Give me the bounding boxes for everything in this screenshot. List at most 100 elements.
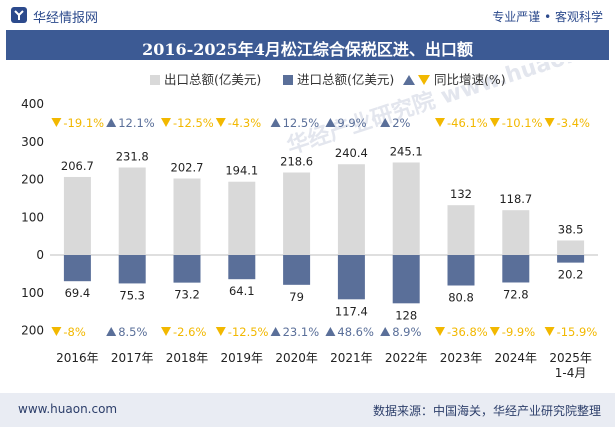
export-yoy-down-triangle-icon [489, 118, 500, 127]
import-yoy-label: -9.9% [502, 325, 535, 339]
export-value-label: 206.7 [61, 159, 94, 173]
export-yoy-label: 9.9% [337, 116, 366, 130]
import-yoy-down-triangle-icon [489, 327, 500, 336]
top-header: 华经情报网 专业严谨 • 客观科学 [0, 0, 615, 30]
export-value-label: 202.7 [171, 160, 204, 174]
footer: www.huaon.com 数据来源：中国海关，华经产业研究院整理 [0, 393, 615, 427]
import-yoy-label: -12.5% [228, 325, 269, 339]
export-bar [173, 178, 201, 255]
export-bar [392, 162, 420, 255]
legend-up-triangle-icon [403, 75, 415, 85]
x-tick-label: 2022年 [385, 351, 428, 365]
import-bar [283, 255, 311, 285]
export-value-label: 38.5 [558, 222, 584, 236]
import-value-label: 73.2 [174, 288, 200, 302]
export-yoy-label: 12.5% [283, 116, 320, 130]
export-bar [557, 240, 585, 255]
import-bar [63, 255, 91, 282]
site-url: www.huaon.com [18, 402, 118, 416]
import-yoy-down-triangle-icon [435, 327, 445, 336]
export-bar [283, 172, 311, 255]
export-bar [337, 164, 365, 255]
export-value-label: 132 [450, 187, 472, 201]
import-value-label: 75.3 [119, 288, 145, 302]
export-yoy-up-triangle-icon [325, 118, 336, 127]
y-tick-label: 200 [21, 324, 44, 338]
import-yoy-up-triangle-icon [270, 327, 281, 336]
legend-label-yoy: 同比增速(%) [434, 72, 506, 87]
import-yoy-up-triangle-icon [380, 327, 391, 336]
import-value-label: 72.8 [503, 287, 529, 301]
export-yoy-up-triangle-icon [270, 118, 281, 127]
import-yoy-label: 48.6% [337, 325, 374, 339]
x-tick-label: 2016年 [56, 351, 99, 365]
y-tick-label: 100 [21, 286, 44, 300]
export-yoy-down-triangle-icon [161, 118, 171, 127]
export-yoy-label: 12.1% [118, 116, 155, 130]
export-yoy-label: -3.4% [557, 116, 590, 130]
import-value-label: 80.8 [448, 291, 474, 305]
legend-swatch-export [150, 75, 160, 85]
import-yoy-label: -8% [63, 325, 85, 339]
export-yoy-label: -46.1% [447, 116, 488, 130]
import-value-label: 117.4 [335, 304, 368, 318]
x-tick-label: 2021年 [330, 351, 373, 365]
export-value-label: 240.4 [335, 146, 368, 160]
import-yoy-down-triangle-icon [215, 327, 226, 336]
export-yoy-down-triangle-icon [435, 118, 445, 127]
export-value-label: 118.7 [499, 192, 532, 206]
export-value-label: 194.1 [225, 164, 258, 178]
import-yoy-label: 8.5% [118, 325, 147, 339]
x-tick-label: 2018年 [166, 351, 209, 365]
logo-icon [11, 7, 27, 23]
y-tick-label: 300 [21, 135, 44, 149]
export-value-label: 231.8 [116, 149, 149, 163]
import-yoy-label: -15.9% [557, 325, 598, 339]
import-yoy-label: 8.9% [392, 325, 421, 339]
import-bar [337, 255, 365, 300]
import-yoy-up-triangle-icon [106, 327, 117, 336]
import-yoy-label: -2.6% [173, 325, 206, 339]
x-tick-label: 2024年 [495, 351, 538, 365]
chart-title: 2016-2025年4月松江综合保税区进、出口额 [142, 40, 473, 59]
export-bar [228, 181, 256, 255]
data-source: 数据来源：中国海关，华经产业研究院整理 [372, 404, 601, 418]
legend-label-import: 进口总额(亿美元) [297, 72, 394, 87]
import-value-label: 128 [395, 308, 417, 322]
export-yoy-label: 2% [392, 116, 410, 130]
y-tick-label: 200 [21, 173, 44, 187]
import-value-label: 69.4 [65, 286, 91, 300]
x-tick-label: 2025年 [549, 351, 592, 365]
export-yoy-label: -10.1% [502, 116, 543, 130]
export-yoy-down-triangle-icon [215, 118, 226, 127]
y-tick-label: 0 [36, 248, 44, 262]
export-value-label: 245.1 [390, 144, 423, 158]
import-yoy-down-triangle-icon [544, 327, 555, 336]
export-yoy-up-triangle-icon [106, 118, 117, 127]
import-value-label: 64.1 [229, 284, 255, 298]
import-value-label: 20.2 [558, 268, 584, 282]
x-tick-label: 2017年 [111, 351, 154, 365]
x-tick-label: 2023年 [440, 351, 483, 365]
tagline: 专业严谨 • 客观科学 [492, 10, 603, 24]
legend-label-export: 出口总额(亿美元) [164, 72, 261, 87]
x-tick-label: 2019年 [221, 351, 264, 365]
x-tick-label: 2020年 [275, 351, 318, 365]
y-tick-label: 400 [21, 97, 44, 111]
export-bar [63, 176, 91, 255]
export-value-label: 218.6 [280, 154, 313, 168]
import-yoy-up-triangle-icon [325, 327, 336, 336]
legend-swatch-import [283, 75, 293, 85]
export-bar [118, 167, 146, 255]
import-bar [502, 255, 530, 283]
legend-down-triangle-icon [418, 75, 430, 85]
y-tick-label: 100 [21, 210, 44, 224]
export-yoy-up-triangle-icon [380, 118, 391, 127]
export-yoy-down-triangle-icon [51, 118, 62, 127]
export-bar [447, 205, 475, 255]
import-bar [447, 255, 475, 286]
export-bar [502, 210, 530, 255]
import-yoy-label: 23.1% [283, 325, 320, 339]
import-yoy-label: -36.8% [447, 325, 488, 339]
